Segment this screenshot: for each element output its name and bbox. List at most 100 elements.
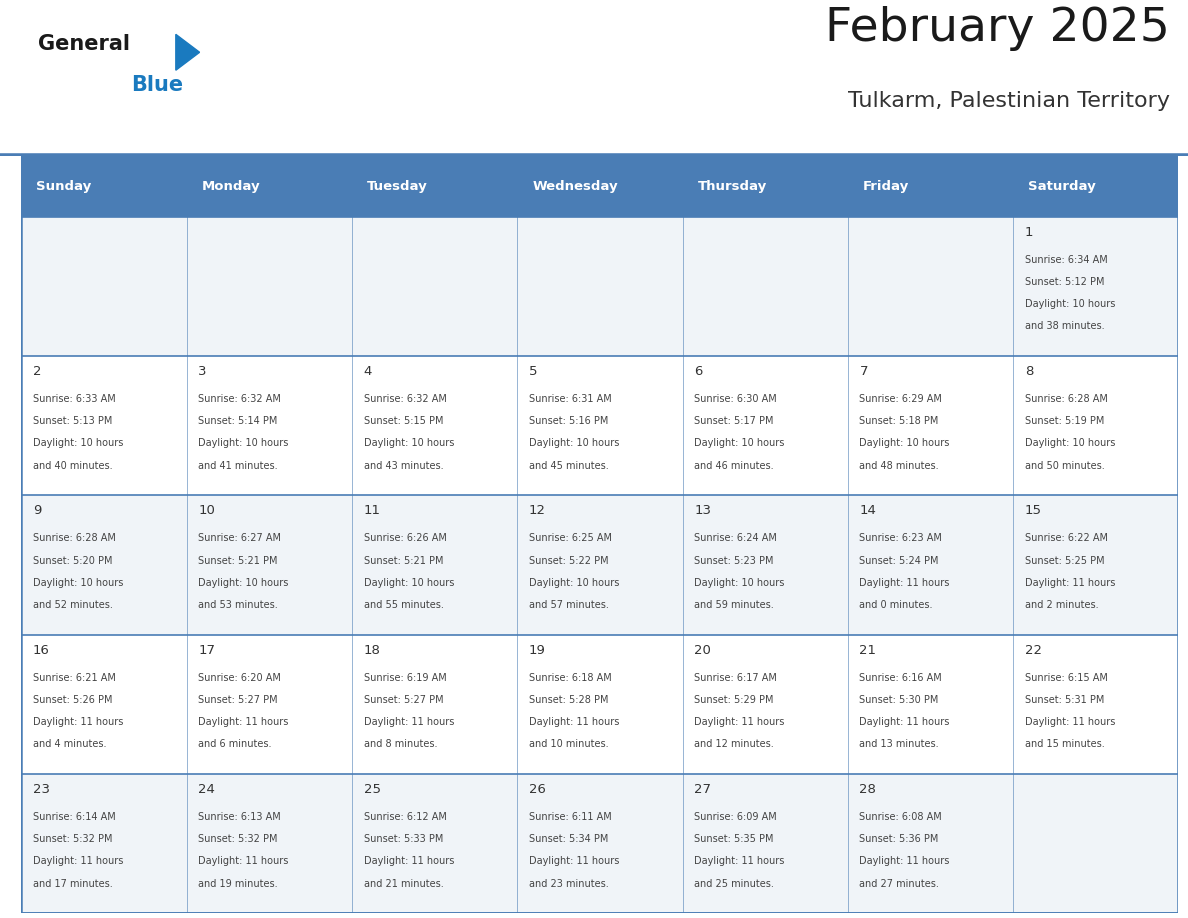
Text: and 2 minutes.: and 2 minutes. xyxy=(1025,600,1099,610)
Text: Sunrise: 6:15 AM: Sunrise: 6:15 AM xyxy=(1025,673,1107,683)
Text: Daylight: 11 hours: Daylight: 11 hours xyxy=(364,856,454,867)
Text: Sunrise: 6:12 AM: Sunrise: 6:12 AM xyxy=(364,812,447,823)
Text: Daylight: 11 hours: Daylight: 11 hours xyxy=(859,856,950,867)
Bar xyxy=(187,496,352,634)
Text: Sunset: 5:32 PM: Sunset: 5:32 PM xyxy=(198,834,278,845)
Text: Sunrise: 6:25 AM: Sunrise: 6:25 AM xyxy=(529,533,612,543)
Text: and 27 minutes.: and 27 minutes. xyxy=(859,879,940,889)
Text: and 53 minutes.: and 53 minutes. xyxy=(198,600,278,610)
Bar xyxy=(21,217,187,356)
Text: Daylight: 11 hours: Daylight: 11 hours xyxy=(33,856,124,867)
Text: and 41 minutes.: and 41 minutes. xyxy=(198,461,278,471)
Bar xyxy=(517,217,683,356)
Bar xyxy=(187,774,352,913)
Text: Daylight: 10 hours: Daylight: 10 hours xyxy=(859,439,950,449)
Text: and 19 minutes.: and 19 minutes. xyxy=(198,879,278,889)
Bar xyxy=(352,774,517,913)
Text: and 4 minutes.: and 4 minutes. xyxy=(33,739,107,749)
Text: Daylight: 11 hours: Daylight: 11 hours xyxy=(694,717,784,727)
Text: Daylight: 10 hours: Daylight: 10 hours xyxy=(1025,299,1116,309)
Text: Daylight: 11 hours: Daylight: 11 hours xyxy=(33,717,124,727)
Text: Sunday: Sunday xyxy=(37,180,91,193)
Text: Sunrise: 6:32 AM: Sunrise: 6:32 AM xyxy=(364,394,447,404)
Text: Sunset: 5:19 PM: Sunset: 5:19 PM xyxy=(1025,417,1104,426)
Text: and 13 minutes.: and 13 minutes. xyxy=(859,739,939,749)
Bar xyxy=(187,356,352,496)
Bar xyxy=(517,634,683,774)
Text: 23: 23 xyxy=(33,783,50,796)
Bar xyxy=(1013,496,1178,634)
Text: and 12 minutes.: and 12 minutes. xyxy=(694,739,773,749)
Text: Sunset: 5:14 PM: Sunset: 5:14 PM xyxy=(198,417,278,426)
Bar xyxy=(21,156,187,217)
Text: Sunset: 5:30 PM: Sunset: 5:30 PM xyxy=(859,695,939,705)
Text: and 46 minutes.: and 46 minutes. xyxy=(694,461,773,471)
Text: Sunrise: 6:23 AM: Sunrise: 6:23 AM xyxy=(859,533,942,543)
Text: Sunrise: 6:28 AM: Sunrise: 6:28 AM xyxy=(1025,394,1107,404)
Text: Sunset: 5:24 PM: Sunset: 5:24 PM xyxy=(859,555,939,565)
Text: Sunrise: 6:17 AM: Sunrise: 6:17 AM xyxy=(694,673,777,683)
Text: 6: 6 xyxy=(694,365,702,378)
Text: Sunrise: 6:26 AM: Sunrise: 6:26 AM xyxy=(364,533,447,543)
Bar xyxy=(517,496,683,634)
Text: Daylight: 10 hours: Daylight: 10 hours xyxy=(694,577,784,588)
Text: Sunset: 5:34 PM: Sunset: 5:34 PM xyxy=(529,834,608,845)
Text: Daylight: 11 hours: Daylight: 11 hours xyxy=(198,856,289,867)
Text: 13: 13 xyxy=(694,504,712,518)
Text: Sunset: 5:22 PM: Sunset: 5:22 PM xyxy=(529,555,608,565)
Bar xyxy=(352,156,517,217)
Text: Sunset: 5:35 PM: Sunset: 5:35 PM xyxy=(694,834,773,845)
Text: Daylight: 11 hours: Daylight: 11 hours xyxy=(529,717,619,727)
Bar xyxy=(683,217,848,356)
Text: 12: 12 xyxy=(529,504,545,518)
Text: and 43 minutes.: and 43 minutes. xyxy=(364,461,443,471)
Bar xyxy=(1013,156,1178,217)
Text: 4: 4 xyxy=(364,365,372,378)
Text: and 40 minutes.: and 40 minutes. xyxy=(33,461,113,471)
Text: 9: 9 xyxy=(33,504,42,518)
Bar xyxy=(21,774,187,913)
Bar xyxy=(187,156,352,217)
Text: 28: 28 xyxy=(859,783,877,796)
Text: and 25 minutes.: and 25 minutes. xyxy=(694,879,775,889)
Text: February 2025: February 2025 xyxy=(826,6,1170,51)
Bar xyxy=(21,356,187,496)
Text: 14: 14 xyxy=(859,504,877,518)
Bar xyxy=(683,356,848,496)
Text: Sunrise: 6:16 AM: Sunrise: 6:16 AM xyxy=(859,673,942,683)
Text: 25: 25 xyxy=(364,783,380,796)
Text: Tulkarm, Palestinian Territory: Tulkarm, Palestinian Territory xyxy=(848,91,1170,110)
Text: Blue: Blue xyxy=(131,75,183,95)
Text: Sunrise: 6:20 AM: Sunrise: 6:20 AM xyxy=(198,673,282,683)
Bar xyxy=(517,356,683,496)
Text: Sunset: 5:33 PM: Sunset: 5:33 PM xyxy=(364,834,443,845)
Text: Sunrise: 6:27 AM: Sunrise: 6:27 AM xyxy=(198,533,282,543)
Text: 20: 20 xyxy=(694,644,712,656)
Text: Daylight: 11 hours: Daylight: 11 hours xyxy=(1025,577,1116,588)
Text: and 57 minutes.: and 57 minutes. xyxy=(529,600,608,610)
Text: Sunrise: 6:18 AM: Sunrise: 6:18 AM xyxy=(529,673,612,683)
Text: Sunset: 5:21 PM: Sunset: 5:21 PM xyxy=(364,555,443,565)
Text: Sunrise: 6:19 AM: Sunrise: 6:19 AM xyxy=(364,673,447,683)
Text: Daylight: 10 hours: Daylight: 10 hours xyxy=(1025,439,1116,449)
Bar xyxy=(1013,217,1178,356)
Text: Daylight: 10 hours: Daylight: 10 hours xyxy=(33,439,124,449)
Text: and 6 minutes.: and 6 minutes. xyxy=(198,739,272,749)
Text: Sunrise: 6:11 AM: Sunrise: 6:11 AM xyxy=(529,812,612,823)
Text: 24: 24 xyxy=(198,783,215,796)
Text: Daylight: 11 hours: Daylight: 11 hours xyxy=(859,717,950,727)
Bar xyxy=(683,156,848,217)
Bar xyxy=(848,634,1013,774)
Text: Daylight: 10 hours: Daylight: 10 hours xyxy=(364,577,454,588)
Text: Sunrise: 6:34 AM: Sunrise: 6:34 AM xyxy=(1025,255,1107,265)
Text: Daylight: 10 hours: Daylight: 10 hours xyxy=(33,577,124,588)
Text: and 59 minutes.: and 59 minutes. xyxy=(694,600,773,610)
Bar xyxy=(1013,356,1178,496)
Text: and 10 minutes.: and 10 minutes. xyxy=(529,739,608,749)
Text: Sunset: 5:16 PM: Sunset: 5:16 PM xyxy=(529,417,608,426)
Text: and 23 minutes.: and 23 minutes. xyxy=(529,879,608,889)
Text: 22: 22 xyxy=(1025,644,1042,656)
Text: Daylight: 11 hours: Daylight: 11 hours xyxy=(529,856,619,867)
Text: Sunrise: 6:22 AM: Sunrise: 6:22 AM xyxy=(1025,533,1107,543)
Text: Sunset: 5:28 PM: Sunset: 5:28 PM xyxy=(529,695,608,705)
